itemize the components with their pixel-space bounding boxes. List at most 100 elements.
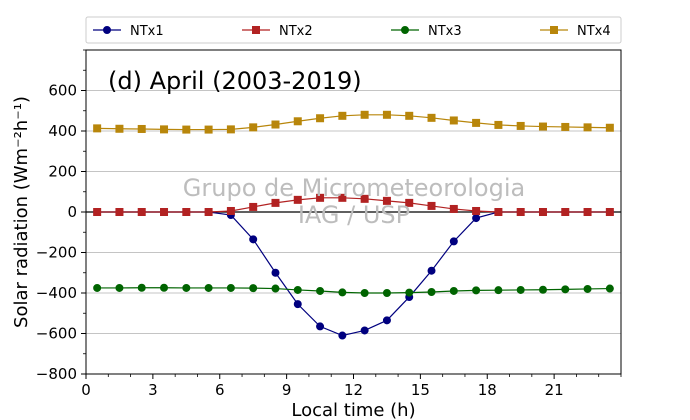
data-point-ntx2 (583, 208, 592, 216)
data-point-ntx3 (605, 284, 614, 293)
data-point-ntx1 (427, 266, 436, 275)
data-point-ntx4 (338, 111, 347, 120)
data-point-ntx4 (382, 110, 391, 119)
data-point-ntx4 (516, 121, 525, 130)
data-point-ntx3 (360, 289, 369, 297)
data-point-ntx4 (293, 117, 302, 126)
data-point-ntx3 (182, 283, 191, 292)
data-point-ntx4 (93, 124, 102, 133)
watermark-line-2: IAG / USP (298, 201, 410, 229)
data-point-ntx3 (449, 286, 458, 295)
data-point-ntx2 (249, 202, 258, 211)
data-point-ntx4 (538, 122, 547, 131)
legend-marker-ntx1 (103, 26, 111, 34)
legend: NTx1 NTx2 NTx3 NTx4 (85, 16, 622, 44)
legend-item-ntx2: NTx2 (242, 24, 313, 39)
data-point-ntx4 (494, 120, 503, 129)
data-point-ntx3 (204, 283, 213, 292)
data-point-ntx4 (160, 125, 169, 134)
data-point-ntx4 (360, 110, 369, 119)
data-point-ntx1 (338, 331, 347, 340)
data-point-ntx3 (226, 283, 235, 292)
y-axis: −800 −600 −400 −200 0 200 400 600 (36, 49, 86, 383)
data-point-ntx3 (538, 285, 547, 294)
data-point-ntx4 (605, 123, 614, 132)
y-tick-label: −800 (36, 365, 77, 383)
data-point-ntx2 (226, 206, 235, 215)
y-tick-label: −400 (36, 284, 77, 302)
x-tick-label: 18 (478, 381, 497, 399)
legend-item-ntx3: NTx3 (391, 24, 462, 39)
data-point-ntx1 (249, 235, 258, 244)
data-point-ntx4 (583, 123, 592, 132)
data-point-ntx2 (293, 195, 302, 204)
series-ntx2 (93, 193, 614, 216)
y-axis-label: Solar radiation (Wm⁻²h⁻¹) (11, 96, 32, 328)
y-tick-label: −200 (36, 244, 77, 262)
data-point-ntx4 (137, 124, 146, 133)
data-point-ntx3 (494, 286, 503, 295)
series-ntx4 (93, 110, 614, 134)
series-layer (93, 110, 614, 340)
data-point-ntx4 (271, 120, 280, 129)
data-point-ntx4 (316, 114, 325, 123)
data-point-ntx2 (93, 208, 102, 216)
data-point-ntx4 (427, 113, 436, 122)
data-point-ntx1 (449, 237, 458, 246)
data-point-ntx3 (93, 283, 102, 292)
data-point-ntx2 (182, 208, 191, 216)
data-point-ntx1 (316, 322, 325, 331)
data-point-ntx2 (405, 198, 414, 207)
data-point-ntx4 (115, 124, 124, 133)
watermark-line-1: Grupo de Micrometeorologia (183, 174, 525, 202)
data-point-ntx4 (226, 125, 235, 134)
data-point-ntx2 (561, 208, 570, 216)
data-point-ntx2 (605, 208, 614, 216)
data-point-ntx2 (271, 198, 280, 207)
legend-label-ntx3: NTx3 (428, 24, 462, 39)
data-point-ntx2 (360, 194, 369, 203)
data-point-ntx2 (338, 193, 347, 202)
x-tick-label: 0 (81, 381, 91, 399)
y-tick-label: 600 (48, 82, 77, 100)
data-point-ntx3 (472, 286, 481, 295)
legend-label-ntx1: NTx1 (130, 24, 164, 39)
y-tick-label: 200 (48, 163, 77, 181)
data-point-ntx3 (516, 285, 525, 294)
series-line-ntx3 (97, 287, 610, 294)
y-tick-label: 0 (67, 203, 77, 221)
data-point-ntx1 (271, 268, 280, 277)
data-point-ntx3 (405, 288, 414, 297)
legend-marker-ntx3 (401, 26, 409, 34)
data-point-ntx2 (427, 201, 436, 210)
data-point-ntx2 (449, 204, 458, 213)
x-axis-label: Local time (h) (291, 400, 415, 420)
legend-item-ntx4: NTx4 (540, 24, 611, 39)
data-point-ntx3 (338, 288, 347, 297)
data-point-ntx3 (382, 289, 391, 297)
data-point-ntx3 (583, 284, 592, 293)
data-point-ntx2 (316, 193, 325, 202)
data-point-ntx3 (561, 285, 570, 294)
data-point-ntx3 (115, 283, 124, 292)
legend-marker-ntx4 (550, 26, 558, 34)
data-point-ntx2 (160, 208, 169, 216)
data-point-ntx1 (382, 316, 391, 325)
x-tick-label: 15 (411, 381, 430, 399)
series-ntx3 (93, 283, 614, 297)
data-point-ntx4 (182, 125, 191, 134)
data-point-ntx3 (271, 284, 280, 293)
data-point-ntx4 (449, 116, 458, 125)
legend-frame (85, 16, 622, 44)
y-tick-label: −600 (36, 325, 77, 343)
data-point-ntx1 (293, 300, 302, 309)
x-tick-label: 12 (344, 381, 363, 399)
data-point-ntx3 (137, 283, 146, 292)
series-line-ntx1 (97, 211, 610, 337)
legend-item-ntx1: NTx1 (93, 24, 164, 39)
series-line-ntx4 (97, 114, 610, 131)
data-point-ntx2 (494, 208, 503, 216)
legend-label-ntx4: NTx4 (577, 24, 611, 39)
data-point-ntx3 (427, 287, 436, 296)
